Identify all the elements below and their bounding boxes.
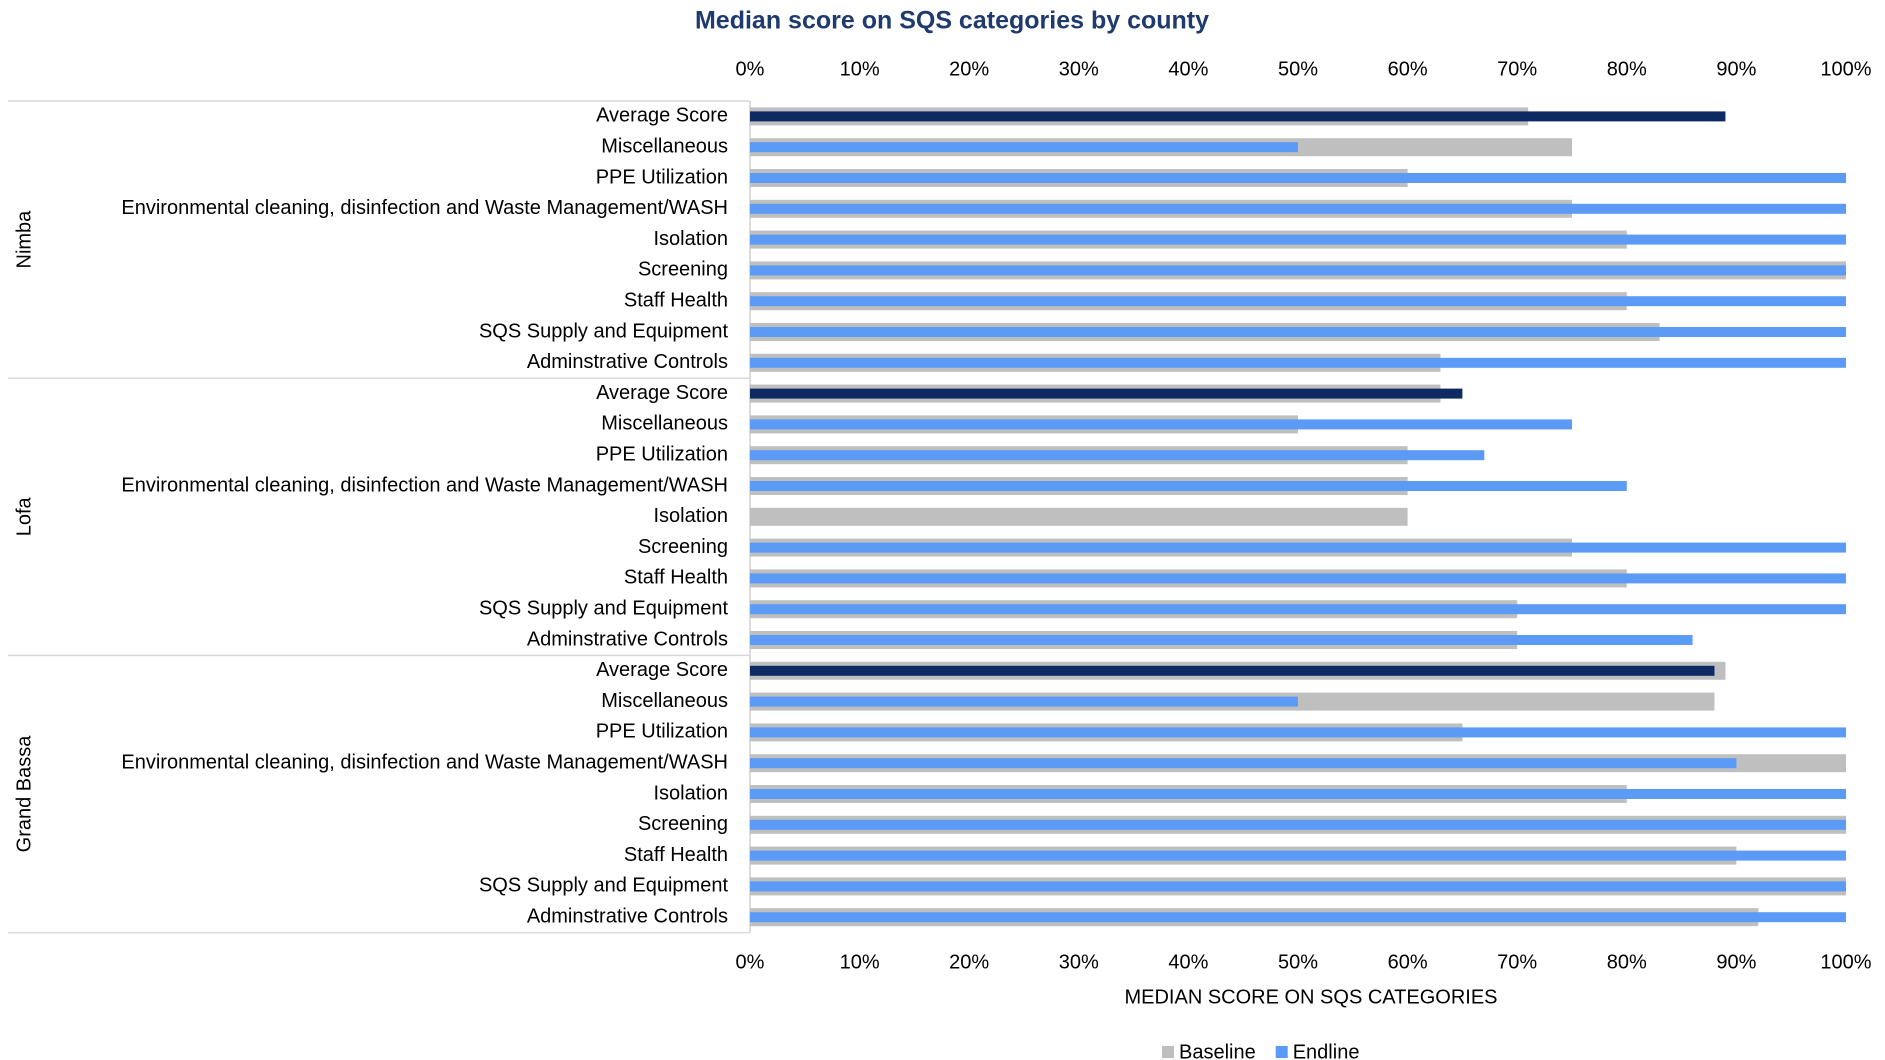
legend-label: Endline [1293, 1041, 1360, 1060]
bar [750, 758, 1737, 769]
x-tick-label: 30% [1059, 951, 1099, 973]
y-tick-label: SQS Supply and Equipment [479, 875, 728, 897]
bar [750, 481, 1627, 491]
bar [750, 881, 1846, 892]
y-tick-label: Miscellaneous [601, 135, 728, 157]
x-tick-label-top: 70% [1497, 58, 1537, 80]
bar [750, 142, 1298, 153]
y-tick-label: Isolation [654, 782, 729, 804]
y-tick-label: Staff Health [624, 567, 728, 589]
bar [750, 696, 1298, 707]
x-tick-label-top: 100% [1820, 58, 1871, 80]
y-tick-label: Environmental cleaning, disinfection and… [121, 474, 728, 496]
x-tick-label-top: 50% [1278, 58, 1318, 80]
bar [750, 111, 1726, 122]
x-tick-label: 80% [1607, 951, 1647, 973]
bar [750, 357, 1846, 368]
x-axis-label: MEDIAN SCORE ON SQS CATEGORIES [1124, 986, 1497, 1008]
x-tick-label-top: 90% [1716, 58, 1756, 80]
y-tick-label: Isolation [654, 505, 729, 527]
bar [750, 604, 1846, 615]
x-tick-label-top: 10% [840, 58, 880, 80]
x-tick-label: 70% [1497, 951, 1537, 973]
chart-title: Median score on SQS categories by county [695, 7, 1209, 35]
bar [750, 819, 1846, 830]
legend-swatch [1162, 1046, 1174, 1058]
x-tick-label: 50% [1278, 951, 1318, 973]
y-tick-label: Average Score [596, 382, 728, 404]
y-tick-label: Isolation [654, 228, 729, 250]
x-tick-label: 90% [1716, 951, 1756, 973]
y-tick-label: Environmental cleaning, disinfection and… [121, 751, 728, 773]
legend-label: Baseline [1179, 1041, 1256, 1060]
y-tick-label: Staff Health [624, 844, 728, 866]
y-tick-label: Miscellaneous [601, 413, 728, 435]
x-tick-label-top: 60% [1388, 58, 1428, 80]
bar [750, 635, 1693, 645]
y-tick-label: Average Score [596, 659, 728, 681]
x-tick-label-top: 80% [1607, 58, 1647, 80]
y-tick-label: Environmental cleaning, disinfection and… [121, 197, 728, 219]
x-tick-label-top: 30% [1059, 58, 1099, 80]
y-tick-label: Screening [638, 813, 728, 835]
bar [750, 850, 1846, 861]
group-label: Lofa [13, 496, 35, 536]
bar [750, 327, 1846, 337]
legend-swatch [1275, 1046, 1288, 1058]
bar [750, 912, 1846, 923]
x-tick-label-top: 20% [949, 58, 989, 80]
y-tick-label: Adminstrative Controls [527, 905, 728, 927]
bar [750, 727, 1846, 738]
y-tick-label: Miscellaneous [601, 690, 728, 712]
bar [750, 542, 1846, 553]
x-tick-label: 20% [949, 951, 989, 973]
y-tick-label: PPE Utilization [596, 443, 728, 465]
x-tick-label-top: 0% [736, 58, 765, 80]
y-tick-label: Adminstrative Controls [527, 351, 728, 373]
bar [750, 388, 1463, 399]
x-tick-label: 10% [840, 951, 880, 973]
y-tick-label: SQS Supply and Equipment [479, 320, 728, 342]
bar [750, 234, 1846, 245]
bar [750, 507, 1408, 526]
y-tick-label: Staff Health [624, 289, 728, 311]
x-tick-label: 40% [1168, 951, 1208, 973]
bar [750, 296, 1846, 307]
y-tick-label: Average Score [596, 105, 728, 127]
x-tick-label: 100% [1820, 951, 1871, 973]
y-tick-label: Adminstrative Controls [527, 628, 728, 650]
bar [750, 419, 1572, 430]
y-tick-label: SQS Supply and Equipment [479, 597, 728, 619]
group-label: Nimba [13, 210, 35, 269]
y-tick-label: PPE Utilization [596, 166, 728, 188]
bar [750, 665, 1715, 676]
bar [750, 265, 1846, 276]
bar [750, 789, 1846, 799]
bar [750, 573, 1846, 584]
x-tick-label: 60% [1388, 951, 1428, 973]
y-tick-label: Screening [638, 259, 728, 281]
y-tick-label: Screening [638, 536, 728, 558]
bar [750, 450, 1485, 461]
bar [750, 173, 1846, 183]
y-tick-label: PPE Utilization [596, 721, 728, 743]
x-tick-label-top: 40% [1168, 58, 1208, 80]
bar [750, 203, 1846, 214]
group-label: Grand Bassa [13, 735, 35, 853]
x-tick-label: 0% [736, 951, 765, 973]
